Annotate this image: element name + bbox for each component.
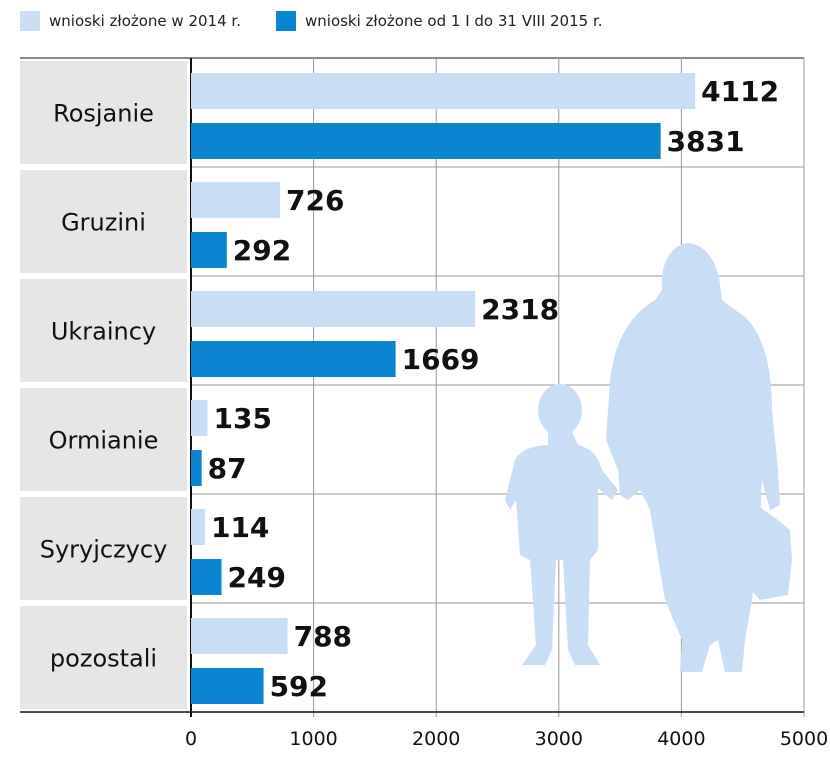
value-label-ukraincy-2014: 2318 [481,293,559,326]
bar-ukraincy-2014 [191,291,476,327]
value-label-ormianie-2015: 87 [208,452,247,485]
value-label-pozostali-2014: 788 [294,620,352,653]
category-panel-rosjanie [20,61,187,164]
legend-swatch-2014 [20,11,40,31]
legend: wnioski złożone w 2014 r. wnioski złożon… [0,6,830,36]
value-label-rosjanie-2014: 4112 [701,75,779,108]
value-label-ormianie-2014: 135 [214,402,272,435]
bar-gruzini-2015 [191,232,227,268]
value-label-gruzini-2014: 726 [286,184,344,217]
legend-label-2015: wnioski złożone od 1 I do 31 VIII 2015 r… [305,12,603,30]
tick-label-0: 0 [185,728,197,750]
bar-ormianie-2014 [191,400,208,436]
value-label-gruzini-2015: 292 [233,234,291,267]
value-label-pozostali-2015: 592 [270,670,328,703]
legend-item-2014: wnioski złożone w 2014 r. [20,6,241,36]
bar-ormianie-2015 [191,450,202,486]
category-panel-pozostali [20,606,187,709]
bar-rosjanie-2015 [191,123,661,159]
bar-rosjanie-2014 [191,73,696,109]
bar-pozostali-2015 [191,668,264,704]
category-label-syryjczycy: Syryjczycy [40,536,168,564]
category-label-rosjanie: Rosjanie [53,100,154,128]
bar-pozostali-2014 [191,618,288,654]
tick-label-5000: 5000 [780,728,828,750]
category-label-pozostali: pozostali [50,645,157,673]
category-panel-syryjczycy [20,497,187,600]
category-label-gruzini: Gruzini [61,209,146,237]
tick-label-1000: 1000 [289,728,337,750]
adult-and-child-silhouette-icon [505,243,792,672]
x-axis: 0 1000 2000 3000 4000 5000 [20,58,828,750]
bar-ukraincy-2015 [191,341,396,377]
bar-syryjczycy-2014 [191,509,205,545]
value-label-syryjczycy-2015: 249 [228,561,286,594]
tick-label-4000: 4000 [657,728,705,750]
legend-item-2015: wnioski złożone od 1 I do 31 VIII 2015 r… [276,6,603,36]
category-label-ormianie: Ormianie [49,427,159,455]
legend-swatch-2015 [276,11,296,31]
bar-syryjczycy-2015 [191,559,222,595]
legend-label-2014: wnioski złożone w 2014 r. [49,12,241,30]
tick-label-2000: 2000 [412,728,460,750]
category-panel-ormianie [20,388,187,491]
category-label-ukraincy: Ukraincy [51,318,156,346]
bars [191,73,696,704]
bar-gruzini-2014 [191,182,281,218]
category-panels [20,61,187,709]
category-panel-gruzini [20,170,187,273]
value-label-ukraincy-2015: 1669 [402,343,480,376]
tick-label-3000: 3000 [535,728,583,750]
labels: Rosjanie Gruzini Ukraincy Ormianie Syryjczyc… [40,75,779,703]
category-panel-ukraincy [20,279,187,382]
value-label-rosjanie-2015: 3831 [667,125,745,158]
value-label-syryjczycy-2014: 114 [211,511,269,544]
